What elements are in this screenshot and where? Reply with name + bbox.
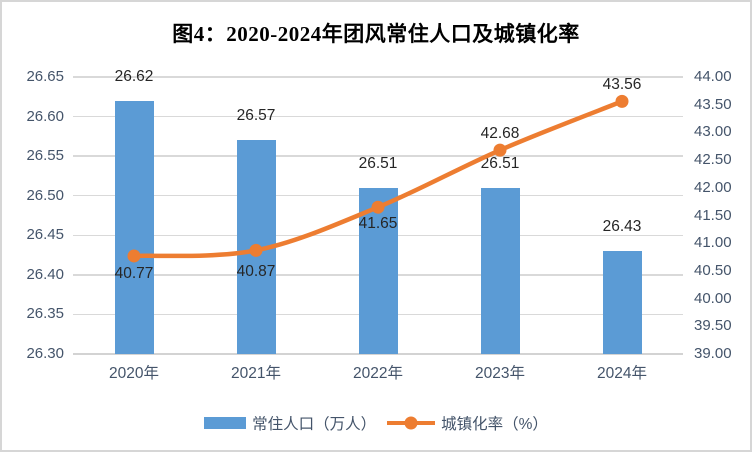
- line-value-label: 42.68: [480, 124, 520, 142]
- right-axis-tick-label: 39.00: [694, 345, 732, 362]
- x-axis-label-2023: 2023年: [475, 365, 525, 382]
- chart-title: 图4：2020-2024年团风常住人口及城镇化率: [172, 22, 580, 46]
- line-value-label: 40.77: [114, 264, 154, 282]
- legend-label-urbanization: 城镇化率（%）: [441, 416, 548, 433]
- right-axis-tick-label: 41.50: [694, 206, 732, 224]
- line-value-label: 40.87: [236, 263, 276, 281]
- legend-label-population: 常住人口（万人）: [252, 416, 377, 433]
- left-axis-tick-label: 26.65: [26, 68, 64, 85]
- legend: 常住人口（万人） 城镇化率（%）: [2, 409, 750, 437]
- bar-value-label: 26.51: [480, 154, 520, 172]
- line-value-label: 41.65: [358, 215, 398, 233]
- right-axis-tick-label: 40.00: [694, 289, 732, 307]
- line-value-label: 43.56: [602, 75, 642, 93]
- x-axis-label-2020: 2020年: [109, 365, 159, 382]
- bar-2022: [358, 187, 398, 354]
- bar-value-label: 26.57: [236, 107, 276, 125]
- x-axis-line: [73, 353, 683, 355]
- left-axis-tick-label: 26.50: [26, 186, 64, 204]
- right-axis-tick-label: 40.50: [694, 261, 732, 279]
- left-axis-tick-label: 26.60: [26, 107, 64, 125]
- line-marker-2024: [615, 94, 629, 108]
- bar-2020: [114, 100, 154, 354]
- gridline: [73, 76, 683, 78]
- left-axis-tick-label: 26.40: [26, 265, 64, 283]
- line-series-swatch: [387, 416, 436, 430]
- x-axis-label-2024: 2024年: [597, 365, 647, 382]
- bar-2024: [602, 251, 642, 354]
- right-axis-tick-label: 44.00: [694, 68, 732, 85]
- line-marker-icon: [404, 416, 418, 430]
- legend-item-urbanization: 城镇化率（%）: [387, 412, 548, 434]
- right-axis-tick-label: 41.00: [694, 234, 732, 252]
- right-axis-tick-label: 43.00: [694, 123, 732, 141]
- right-axis-tick-label: 42.50: [694, 151, 732, 169]
- right-axis-tick-label: 39.50: [694, 317, 732, 335]
- bar-value-label: 26.43: [602, 218, 642, 236]
- bar-2021: [236, 140, 276, 354]
- bar-series-swatch: [204, 417, 247, 429]
- bar-value-label: 26.51: [358, 154, 398, 172]
- legend-item-population: 常住人口（万人）: [204, 412, 376, 434]
- left-axis-tick-label: 26.35: [26, 305, 64, 323]
- right-axis-tick-label: 42.00: [694, 178, 732, 196]
- bar-2023: [480, 187, 520, 354]
- gridline: [73, 115, 683, 118]
- left-axis-tick-label: 26.30: [26, 345, 64, 362]
- right-axis-tick-label: 43.50: [694, 95, 732, 113]
- left-axis-tick-label: 26.45: [26, 226, 64, 244]
- x-axis-label-2021: 2021年: [231, 365, 281, 382]
- x-axis-label-2022: 2022年: [353, 365, 403, 382]
- left-axis-tick-label: 26.55: [26, 147, 64, 165]
- bar-value-label: 26.62: [114, 67, 154, 85]
